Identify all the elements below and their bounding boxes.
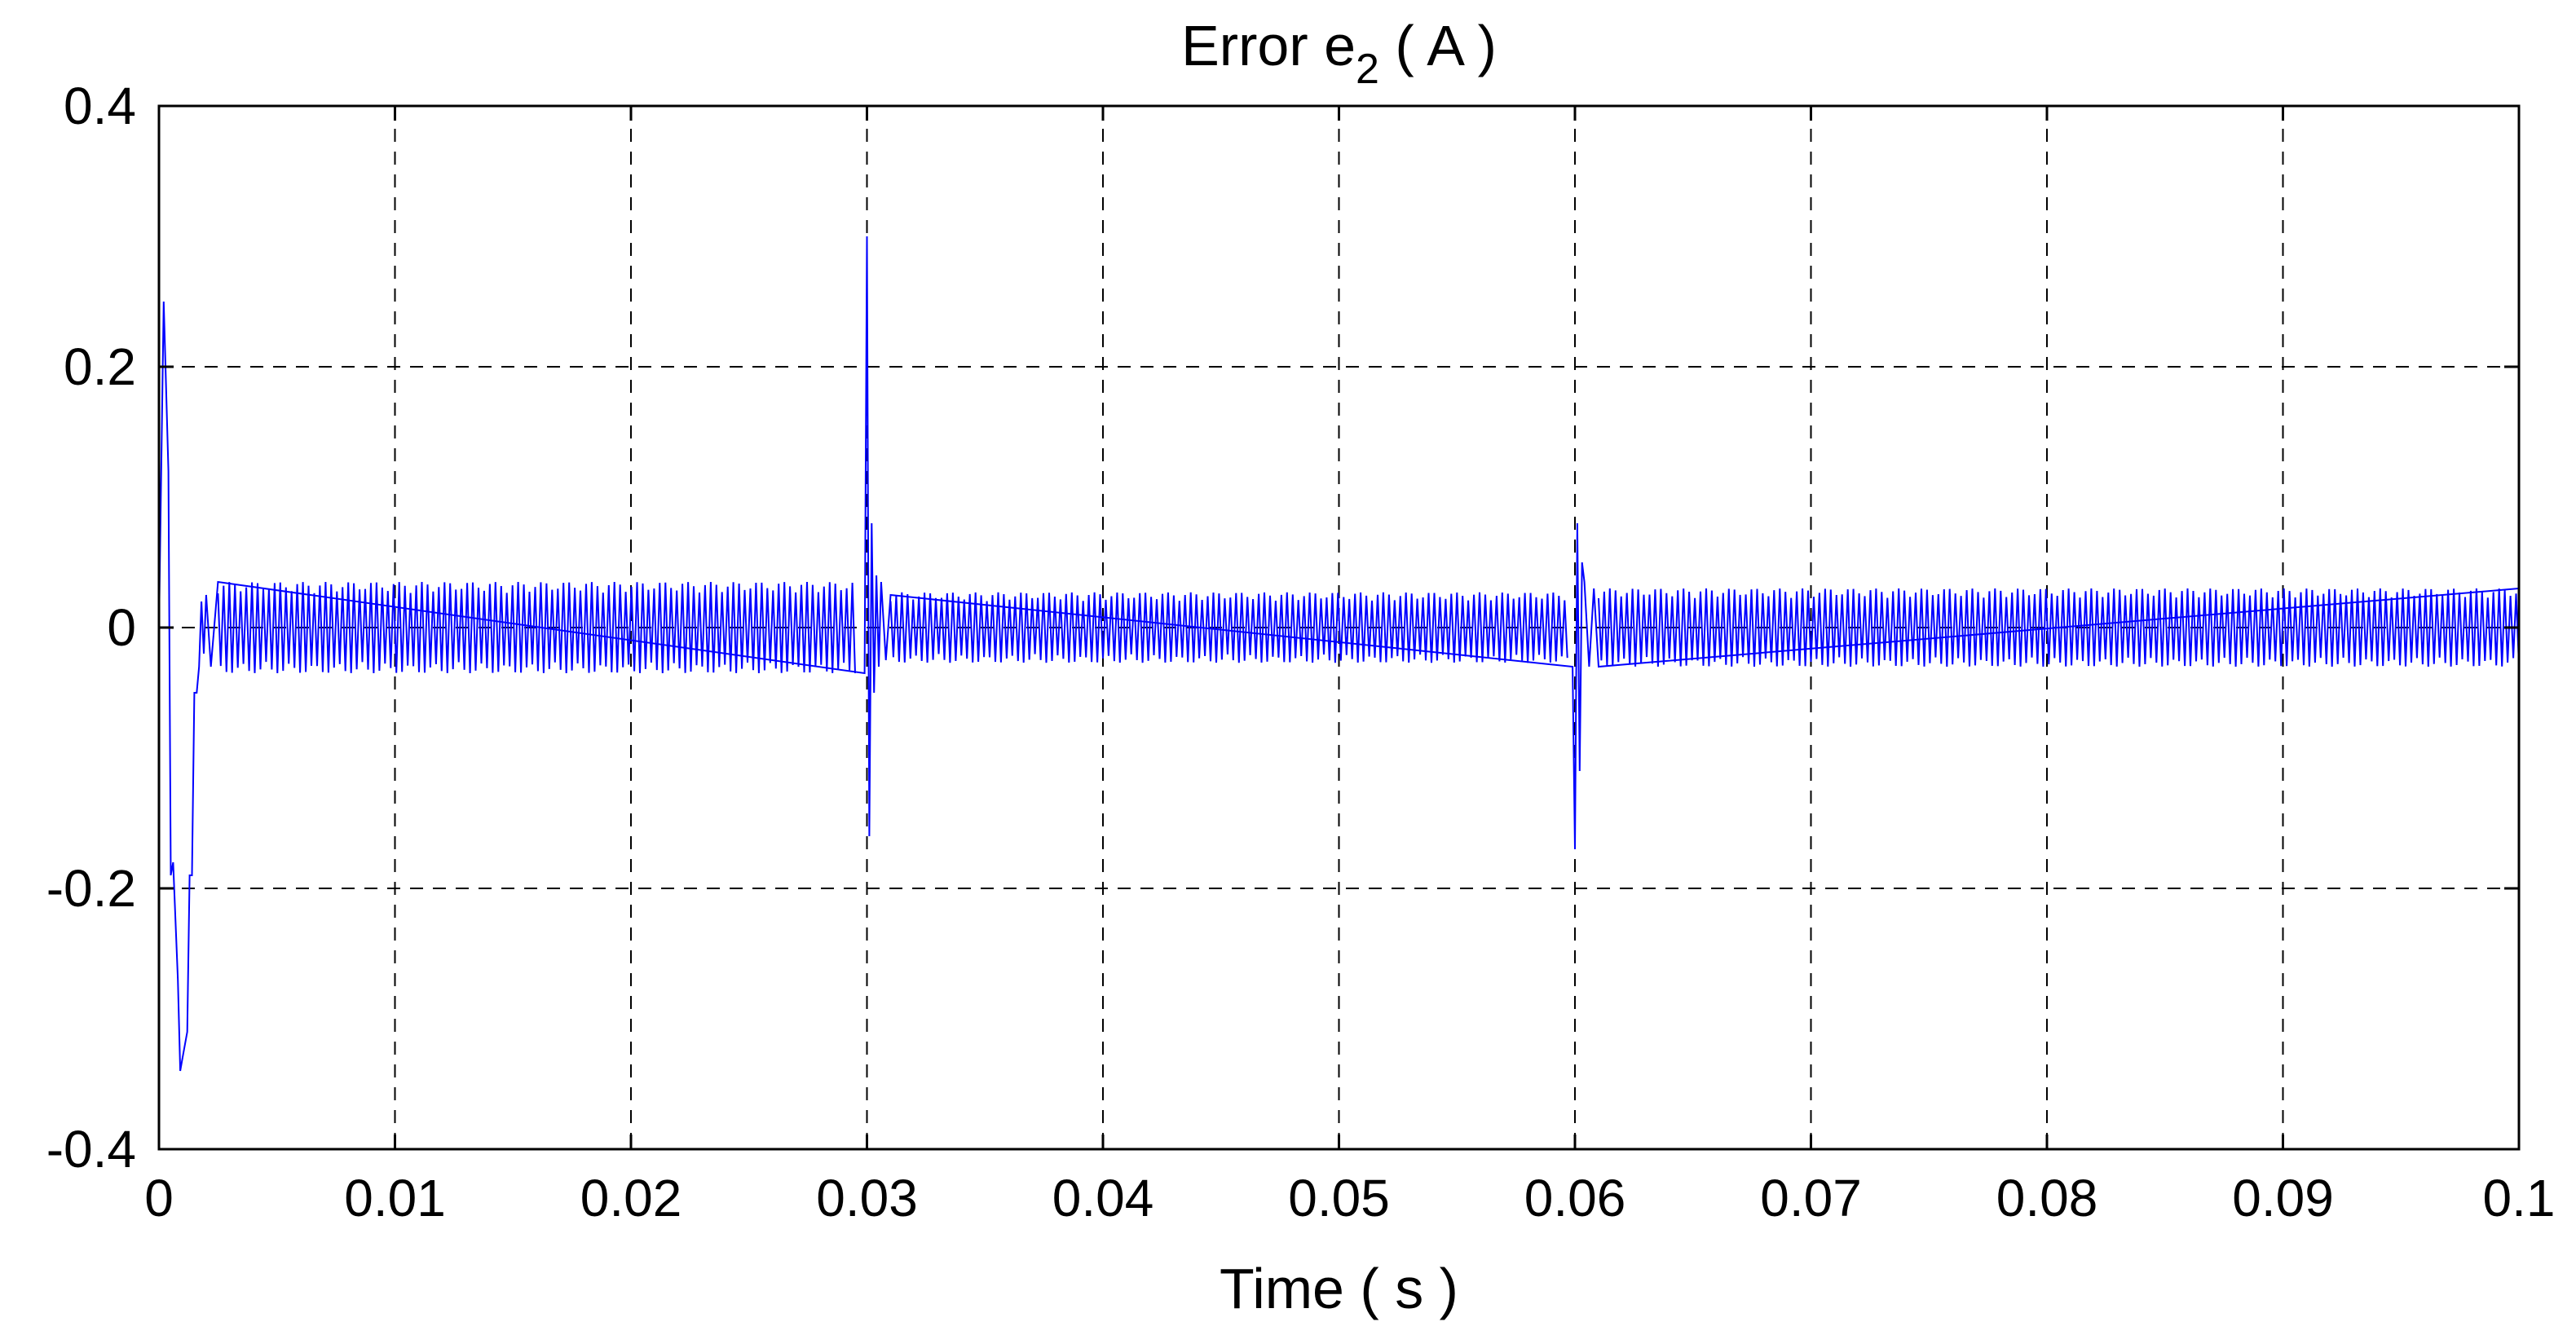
series-line-ripple: [889, 592, 1568, 663]
x-tick-label: 0.07: [1760, 1169, 1862, 1227]
x-tick-label: 0.02: [580, 1169, 682, 1227]
chart-title: Error e2 ( A ): [1181, 14, 1497, 93]
y-tick-label: 0.2: [64, 337, 136, 396]
x-tick-label: 0.01: [344, 1169, 446, 1227]
x-tick-label: 0: [144, 1169, 174, 1227]
x-tick-label: 0.05: [1288, 1169, 1390, 1227]
x-axis-title: Time ( s ): [1220, 1257, 1458, 1320]
x-tick-label: 0.04: [1052, 1169, 1154, 1227]
y-tick-label: -0.4: [46, 1120, 136, 1179]
x-tick-label: 0.03: [816, 1169, 918, 1227]
title-main: Error e: [1181, 14, 1356, 77]
title-unit: ( A ): [1379, 14, 1497, 77]
x-tick-label: 0.1: [2483, 1169, 2556, 1227]
series-error-e2: [158, 236, 2520, 1072]
grid-lines: [159, 106, 2519, 1149]
y-axis-ticks: -0.4 -0.2 0 0.2 0.4: [46, 77, 2519, 1179]
x-axis-ticks: 0 0.01 0.02 0.03 0.04 0.05 0.06 0.07 0.08 0.09 0.1: [144, 106, 2555, 1227]
x-tick-label: 0.06: [1524, 1169, 1626, 1227]
y-tick-label: 0: [107, 598, 136, 657]
series-line-ripple: [217, 581, 856, 674]
y-tick-label: 0.4: [64, 77, 136, 135]
x-tick-label: 0.09: [2232, 1169, 2334, 1227]
title-subscript: 2: [1356, 46, 1379, 93]
series-line-transients: [158, 236, 2520, 1072]
x-tick-label: 0.08: [1996, 1169, 2098, 1227]
series-line-ripple: [1598, 588, 2520, 668]
y-tick-label: -0.2: [46, 859, 136, 918]
